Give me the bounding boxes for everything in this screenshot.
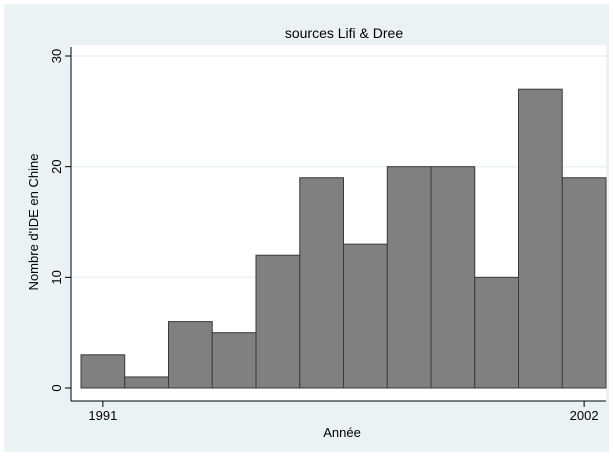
y-tick-label-30: 30 [49,49,64,63]
bar-2002 [561,177,607,389]
bars [80,88,607,389]
y-axis-ticks: 0 10 20 30 [49,49,71,392]
bar-1992 [124,376,169,389]
bar-1996 [299,177,344,389]
bar-1994 [211,332,257,389]
bar-1995 [255,254,301,389]
bar-1991 [80,354,126,389]
bar-1993 [168,321,213,389]
bar-1997 [343,243,388,389]
y-tick-label-20: 20 [49,159,64,173]
bar-2001 [518,88,563,389]
bar-1999 [430,166,476,389]
x-tick-label-1991: 1991 [88,408,117,423]
y-tick-label-10: 10 [49,270,64,284]
y-axis-label: Nombre d'IDE en Chine [26,154,41,291]
y-tick-label-0: 0 [49,384,64,391]
bar-1998 [386,166,432,389]
chart-title: sources Lifi & Dree [285,25,403,41]
x-tick-label-2002: 2002 [570,408,599,423]
bar-2000 [474,276,519,389]
x-axis-ticks: 1991 2002 [88,401,599,423]
x-axis-label: Année [323,425,361,440]
